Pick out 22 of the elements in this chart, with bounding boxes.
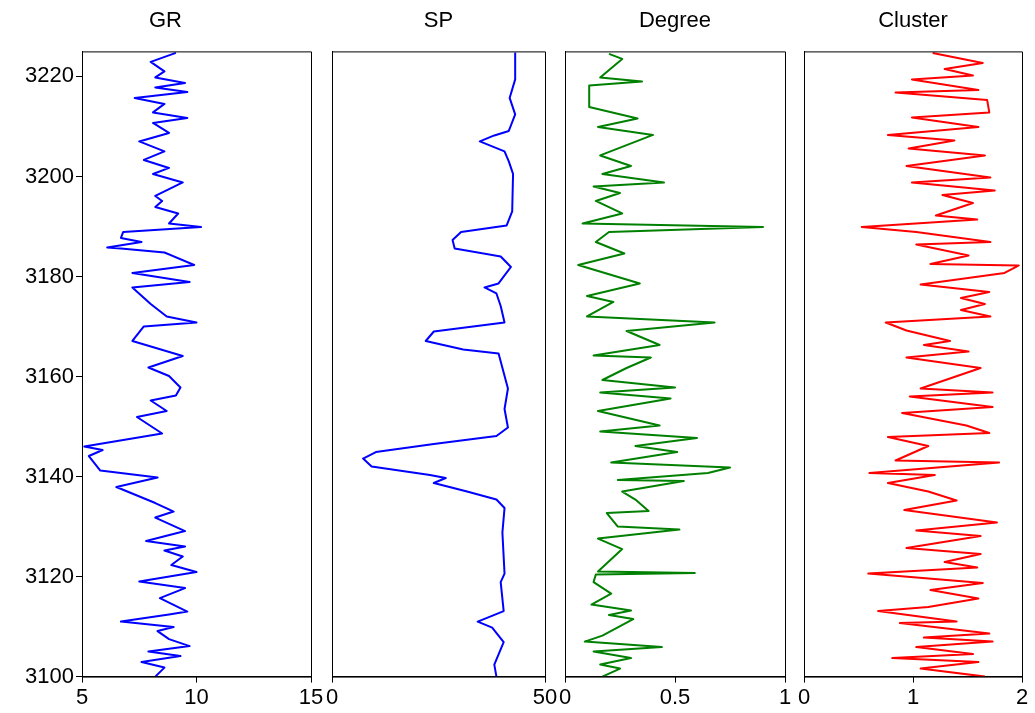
y-tick-label: 3140 [25, 462, 74, 488]
chart-title: Degree [638, 7, 712, 33]
x-tick-label: 10 [184, 683, 209, 709]
x-tick-label: 1 [906, 683, 920, 709]
chart-title: GR [149, 7, 182, 33]
x-tick-label: 0 [558, 683, 572, 709]
y-tick-label: 3220 [25, 62, 74, 88]
x-tick-label: 1 [778, 683, 792, 709]
x-tick-label: 0.5 [659, 683, 691, 709]
y-tick-label: 3180 [25, 262, 74, 288]
x-tick-label: 0 [325, 683, 339, 709]
x-tick-label: 15 [298, 683, 324, 709]
x-tick-label: 0 [797, 683, 811, 709]
y-tick-label: 3120 [25, 562, 74, 588]
chart-title: Cluster [878, 7, 948, 33]
chart-title: SP [423, 7, 454, 33]
y-tick-label: 3200 [25, 162, 74, 188]
y-tick-label: 3100 [25, 662, 74, 688]
x-tick-label: 5 [75, 683, 89, 709]
y-tick-label: 3160 [25, 362, 74, 388]
x-tick-label: 2 [1015, 683, 1029, 709]
x-tick-label: 50 [532, 683, 558, 709]
